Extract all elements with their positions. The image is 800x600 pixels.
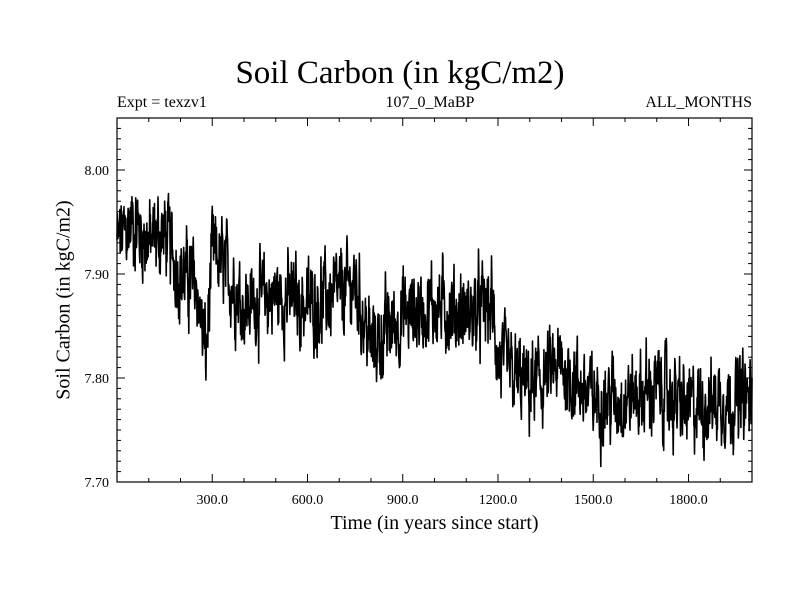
y-tick-label: 8.00 [85, 164, 110, 179]
y-tick-label: 7.70 [85, 476, 110, 491]
months-label: ALL_MONTHS [645, 94, 752, 111]
series-line-soil-carbon [116, 192, 753, 468]
experiment-label: Expt = texzv1 [117, 94, 207, 111]
x-tick-label: 300.0 [197, 493, 229, 508]
x-tick-label: 1500.0 [574, 493, 613, 508]
axis-ticks: 300.0 600.0 900.0 1200.0 1500.0 1800.0 7.70 7.8… [85, 118, 752, 508]
period-label: 107_0_MaBP [385, 94, 475, 111]
x-tick-label: 900.0 [387, 493, 419, 508]
plot-frame [116, 117, 753, 483]
x-tick-label: 600.0 [292, 493, 324, 508]
chart-title: Soil Carbon (in kgC/m2) [235, 55, 565, 91]
x-tick-label: 1200.0 [479, 493, 518, 508]
x-axis-label: Time (in years since start) [330, 512, 539, 534]
x-tick-label: 1800.0 [669, 493, 708, 508]
y-tick-label: 7.80 [85, 372, 110, 387]
y-tick-label: 7.90 [85, 268, 110, 283]
